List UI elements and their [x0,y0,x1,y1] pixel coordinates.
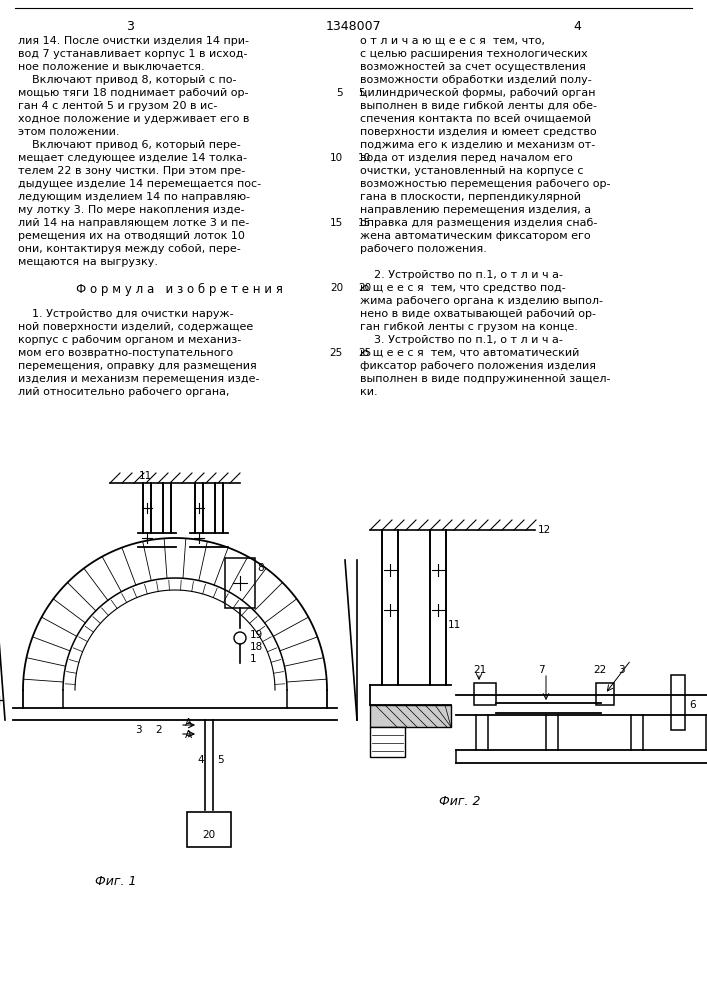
Text: мом его возвратно-поступательного: мом его возвратно-поступательного [18,348,233,358]
Text: ган 4 с лентой 5 и грузом 20 в ис-: ган 4 с лентой 5 и грузом 20 в ис- [18,101,217,111]
Text: 20: 20 [330,283,343,293]
Text: 15: 15 [329,218,343,228]
Text: нено в виде охватывающей рабочий ор-: нено в виде охватывающей рабочий ор- [360,309,596,319]
Text: ледующим изделием 14 по направляю-: ледующим изделием 14 по направляю- [18,192,250,202]
Bar [596,683,614,705]
Text: 22: 22 [593,665,607,675]
Text: Ф о р м у л а   и з о б р е т е н и я: Ф о р м у л а и з о б р е т е н и я [76,283,282,296]
Text: A: A [185,718,192,728]
Text: 5: 5 [358,88,365,98]
Text: 3: 3 [135,725,141,735]
Text: возможностью перемещения рабочего ор-: возможностью перемещения рабочего ор- [360,179,611,189]
Text: этом положении.: этом положении. [18,127,119,137]
Text: Фиг. 1: Фиг. 1 [95,875,136,888]
Text: выполнен в виде гибкой ленты для обе-: выполнен в виде гибкой ленты для обе- [360,101,597,111]
Text: ю щ е е с я  тем, что автоматический: ю щ е е с я тем, что автоматический [360,348,579,358]
Text: выполнен в виде подпружиненной защел-: выполнен в виде подпружиненной защел- [360,374,611,384]
Text: 6: 6 [689,700,696,710]
Text: 3: 3 [126,20,134,33]
Bar [225,558,255,608]
Text: телем 22 в зону чистки. При этом пре-: телем 22 в зону чистки. При этом пре- [18,166,245,176]
Text: они, контактируя между собой, пере-: они, контактируя между собой, пере- [18,244,241,254]
Text: вода от изделия перед началом его: вода от изделия перед началом его [360,153,573,163]
Text: о т л и ч а ю щ е е с я  тем, что,: о т л и ч а ю щ е е с я тем, что, [360,36,545,46]
Text: мощью тяги 18 поднимает рабочий ор-: мощью тяги 18 поднимает рабочий ор- [18,88,248,98]
Text: поверхности изделия и юмеет средство: поверхности изделия и юмеет средство [360,127,597,137]
Text: перемещения, оправку для размещения: перемещения, оправку для размещения [18,361,257,371]
Text: очистки, установленный на корпусе с: очистки, установленный на корпусе с [360,166,583,176]
Text: жима рабочего органа к изделию выпол-: жима рабочего органа к изделию выпол- [360,296,603,306]
Text: жена автоматическим фиксатором его: жена автоматическим фиксатором его [360,231,590,241]
Text: цилиндрической формы, рабочий орган: цилиндрической формы, рабочий орган [360,88,595,98]
Bar [474,683,496,705]
Text: Включают привод 6, который пере-: Включают привод 6, который пере- [18,140,241,150]
Text: лий относительно рабочего органа,: лий относительно рабочего органа, [18,387,230,397]
Text: 12: 12 [538,525,551,535]
Text: 18: 18 [250,642,263,652]
Text: дыдущее изделие 14 перемещается пос-: дыдущее изделие 14 перемещается пос- [18,179,261,189]
Text: оправка для размещения изделия снаб-: оправка для размещения изделия снаб- [360,218,597,228]
Text: ремещения их на отводящий лоток 10: ремещения их на отводящий лоток 10 [18,231,245,241]
Text: ходное положение и удерживает его в: ходное положение и удерживает его в [18,114,250,124]
Text: корпус с рабочим органом и механиз-: корпус с рабочим органом и механиз- [18,335,241,345]
Text: 3. Устройство по п.1, о т л и ч а-: 3. Устройство по п.1, о т л и ч а- [360,335,563,345]
Text: 1. Устройство для очистки наруж-: 1. Устройство для очистки наруж- [18,309,233,319]
Bar [187,812,231,847]
Text: возможности обработки изделий полу-: возможности обработки изделий полу- [360,75,592,85]
Text: ган гибкой ленты с грузом на конце.: ган гибкой ленты с грузом на конце. [360,322,578,332]
Text: мещаются на выгрузку.: мещаются на выгрузку. [18,257,158,267]
Text: ное положение и выключается.: ное положение и выключается. [18,62,204,72]
Text: 10: 10 [358,153,371,163]
Text: лия 14. После очистки изделия 14 при-: лия 14. После очистки изделия 14 при- [18,36,249,46]
Text: мещает следующее изделие 14 толка-: мещает следующее изделие 14 толка- [18,153,247,163]
Text: изделия и механизм перемещения изде-: изделия и механизм перемещения изде- [18,374,259,384]
Text: 5: 5 [217,755,223,765]
Text: 25: 25 [329,348,343,358]
Text: 10: 10 [330,153,343,163]
Text: 1: 1 [250,654,257,664]
Text: с целью расширения технологических: с целью расширения технологических [360,49,588,59]
Text: 2. Устройство по п.1, о т л и ч а-: 2. Устройство по п.1, о т л и ч а- [360,270,563,280]
Text: 19: 19 [250,630,263,640]
Text: 11: 11 [139,471,151,481]
Text: 20: 20 [358,283,371,293]
Text: 1348007: 1348007 [325,20,381,33]
Text: 2: 2 [155,725,162,735]
Text: ной поверхности изделий, содержащее: ной поверхности изделий, содержащее [18,322,253,332]
Text: 15: 15 [358,218,371,228]
Bar [370,727,405,757]
Text: 20: 20 [202,830,216,840]
Text: ю щ е е с я  тем, что средство под-: ю щ е е с я тем, что средство под- [360,283,566,293]
Text: рабочего положения.: рабочего положения. [360,244,487,254]
Text: 11: 11 [448,620,461,630]
Bar [671,675,685,730]
Text: 3: 3 [618,665,624,675]
Text: му лотку 3. По мере накопления изде-: му лотку 3. По мере накопления изде- [18,205,245,215]
Text: 21: 21 [474,665,486,675]
Text: фиксатор рабочего положения изделия: фиксатор рабочего положения изделия [360,361,596,371]
Bar [370,705,451,727]
Text: возможностей за счет осуществления: возможностей за счет осуществления [360,62,586,72]
Text: 25: 25 [358,348,371,358]
Text: гана в плоскости, перпендикулярной: гана в плоскости, перпендикулярной [360,192,581,202]
Text: Фиг. 2: Фиг. 2 [439,795,481,808]
Text: направлению перемещения изделия, а: направлению перемещения изделия, а [360,205,591,215]
Text: Включают привод 8, который с по-: Включают привод 8, который с по- [18,75,237,85]
Text: поджима его к изделию и механизм от-: поджима его к изделию и механизм от- [360,140,595,150]
Text: вод 7 устанавливает корпус 1 в исход-: вод 7 устанавливает корпус 1 в исход- [18,49,247,59]
Text: спечения контакта по всей очищаемой: спечения контакта по всей очищаемой [360,114,591,124]
Text: лий 14 на направляющем лотке 3 и пе-: лий 14 на направляющем лотке 3 и пе- [18,218,250,228]
Text: 4: 4 [573,20,581,33]
Text: 8: 8 [257,563,264,573]
Text: 7: 7 [538,665,544,675]
Text: 4: 4 [197,755,204,765]
Text: A: A [185,730,192,740]
Text: 5: 5 [337,88,343,98]
Text: ки.: ки. [360,387,378,397]
